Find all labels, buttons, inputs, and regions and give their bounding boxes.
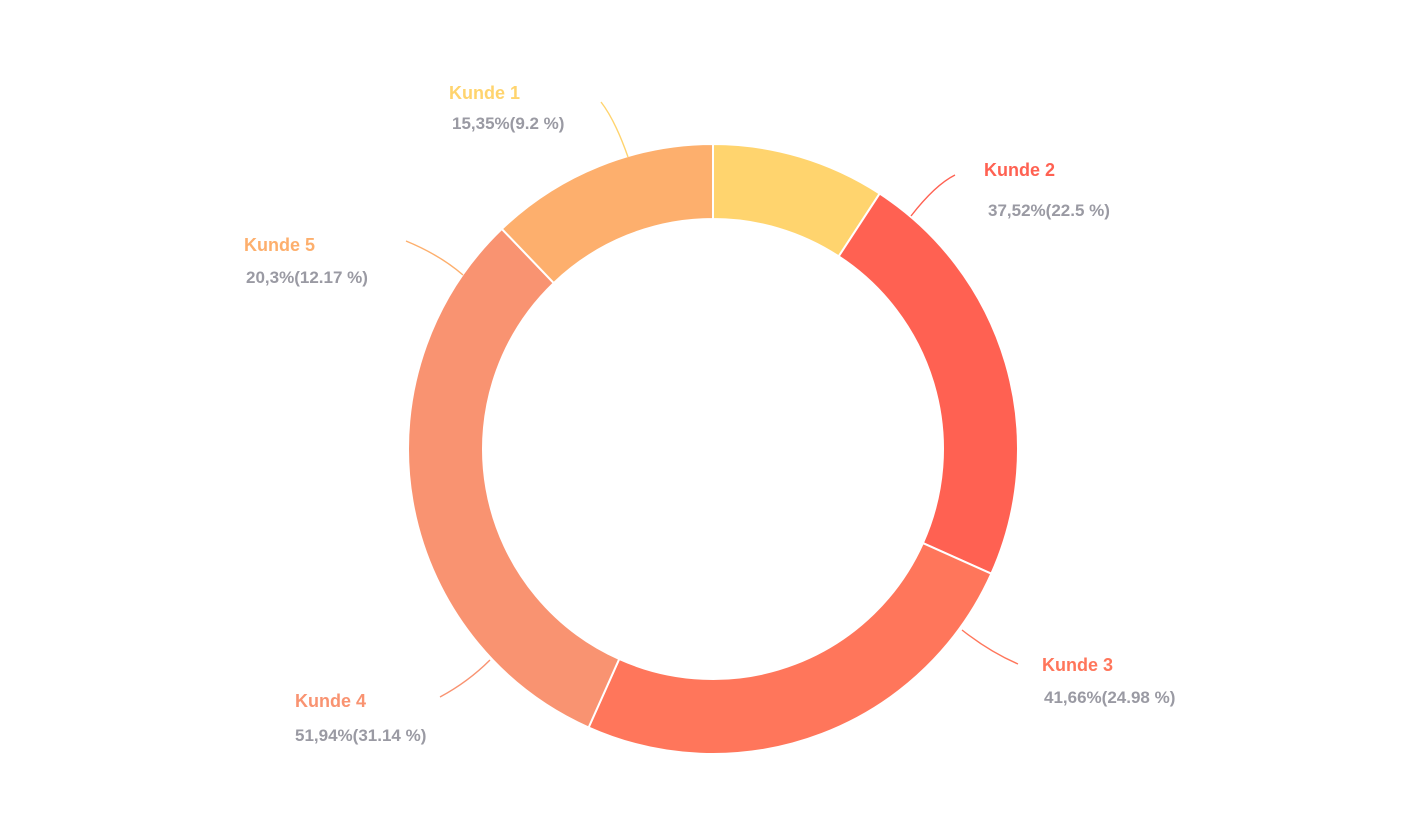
slice-value-kunde-1: 15,35%(9.2 %) bbox=[452, 114, 564, 133]
slice-value-kunde-2: 37,52%(22.5 %) bbox=[988, 201, 1110, 220]
slice-label-kunde-4: Kunde 4 bbox=[295, 691, 366, 711]
donut-slice-kunde-2[interactable] bbox=[837, 192, 1019, 576]
donut-slice-kunde-4[interactable] bbox=[407, 227, 621, 729]
slice-label-kunde-2: Kunde 2 bbox=[984, 160, 1055, 180]
leader-line-kunde-1 bbox=[600, 101, 629, 158]
donut-slice-kunde-3[interactable] bbox=[587, 541, 993, 755]
leader-lines-layer bbox=[405, 101, 1019, 698]
slices-layer bbox=[407, 142, 1019, 755]
slice-label-kunde-1: Kunde 1 bbox=[449, 83, 520, 103]
slice-label-kunde-5: Kunde 5 bbox=[244, 235, 315, 255]
slice-value-kunde-5: 20,3%(12.17 %) bbox=[246, 268, 368, 287]
slice-value-kunde-4: 51,94%(31.14 %) bbox=[295, 726, 426, 745]
leader-line-kunde-4 bbox=[439, 659, 491, 698]
leader-line-kunde-2 bbox=[910, 174, 956, 217]
donut-slice-kunde-5[interactable] bbox=[500, 142, 714, 285]
leader-line-kunde-5 bbox=[405, 240, 464, 276]
leader-line-kunde-3 bbox=[961, 629, 1019, 665]
labels-layer: Kunde 1 15,35%(9.2 %) Kunde 2 37,52%(22.5 %… bbox=[244, 83, 1175, 745]
slice-value-kunde-3: 41,66%(24.98 %) bbox=[1044, 688, 1175, 707]
slice-label-kunde-3: Kunde 3 bbox=[1042, 655, 1113, 675]
